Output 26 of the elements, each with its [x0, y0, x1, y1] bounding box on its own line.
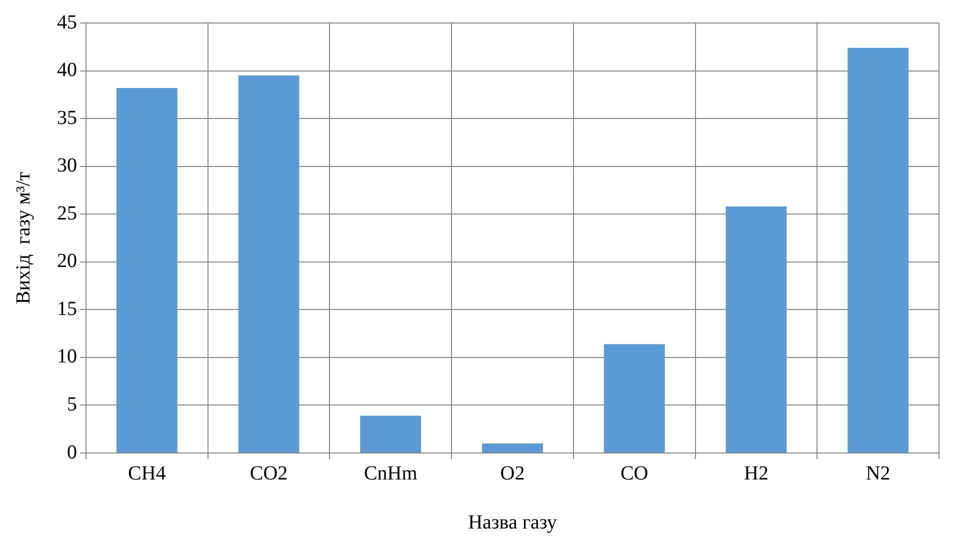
y-tick-label: 45 — [57, 11, 77, 34]
y-tick-label: 10 — [57, 346, 77, 368]
x-tick-label: CH4 — [128, 462, 166, 484]
x-axis-title: Назва газу — [468, 511, 557, 534]
y-tick-label: 40 — [57, 59, 77, 82]
bar — [116, 88, 178, 452]
y-axis-title: Вихід газу м³/т — [12, 172, 34, 304]
y-tick-label: 20 — [57, 250, 77, 272]
bar — [604, 344, 665, 452]
x-tick-label: H2 — [744, 462, 768, 484]
y-tick-label: 35 — [57, 106, 77, 129]
bar — [726, 206, 787, 452]
bar — [238, 76, 300, 452]
x-tick-label: N2 — [866, 462, 890, 484]
x-tick-label: O2 — [500, 462, 525, 484]
y-tick-label: 5 — [67, 393, 77, 416]
y-tick-label: 30 — [57, 154, 77, 177]
x-tick-label: CO2 — [250, 462, 288, 484]
bar — [848, 48, 909, 452]
bar — [482, 443, 543, 452]
x-tick-label: CO — [620, 462, 648, 484]
y-tick-label: 25 — [57, 202, 77, 224]
x-tick-label: CnHm — [364, 462, 418, 484]
bar — [360, 416, 422, 452]
y-tick-label: 0 — [67, 441, 77, 464]
y-tick-label: 15 — [57, 298, 77, 320]
